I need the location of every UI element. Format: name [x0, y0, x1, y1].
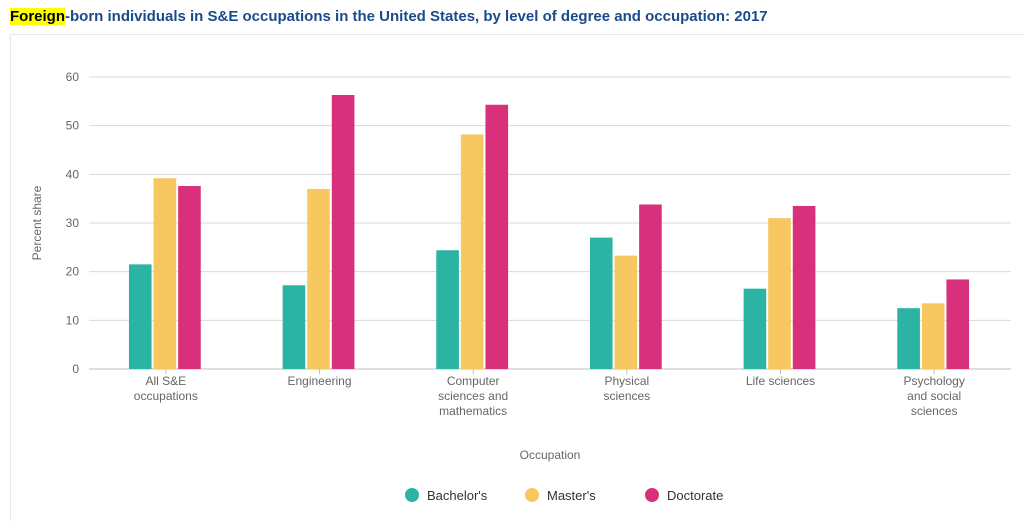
- bar: [922, 303, 945, 369]
- y-tick-label: 20: [66, 265, 80, 279]
- y-axis-label: Percent share: [30, 185, 44, 260]
- title-highlight: Foreign: [10, 8, 65, 25]
- y-tick-label: 0: [72, 362, 79, 376]
- bar: [768, 218, 791, 369]
- y-tick-label: 30: [66, 216, 80, 230]
- y-tick-label: 50: [66, 119, 80, 133]
- bar: [178, 186, 201, 369]
- legend-label: Bachelor's: [427, 488, 488, 503]
- bar: [793, 206, 816, 369]
- category-label: sciences: [911, 404, 958, 418]
- legend-label: Doctorate: [667, 488, 723, 503]
- bar: [744, 289, 767, 369]
- bar: [332, 95, 355, 369]
- x-axis-label: Occupation: [520, 448, 581, 462]
- category-label: Psychology: [903, 374, 964, 388]
- bar: [129, 264, 152, 369]
- legend-dot: [525, 488, 539, 502]
- y-tick-label: 60: [66, 70, 80, 84]
- bar: [485, 105, 508, 369]
- category-label: Physical: [604, 374, 649, 388]
- title-rest: -born individuals in S&E occupations in …: [65, 8, 768, 25]
- bar: [946, 279, 969, 369]
- category-label: Engineering: [287, 374, 351, 388]
- y-tick-label: 40: [66, 167, 80, 181]
- bar: [154, 178, 177, 369]
- legend-dot: [405, 488, 419, 502]
- chart-card: 0 10 20 30 40 50 60 All S&Eoccupations Engineeri…: [10, 34, 1024, 521]
- chart-title: Foreign-born individuals in S&E occupati…: [0, 0, 1024, 32]
- legend-dot: [645, 488, 659, 502]
- bar: [307, 189, 330, 369]
- bar: [461, 134, 484, 369]
- legend-label: Master's: [547, 488, 596, 503]
- category-label: sciences and: [438, 389, 508, 403]
- y-tick-label: 10: [66, 313, 80, 327]
- category-label: All S&E: [145, 374, 186, 388]
- bar: [436, 250, 459, 369]
- bar: [590, 238, 613, 369]
- bar: [897, 308, 920, 369]
- grouped-bar-chart: 0 10 20 30 40 50 60 All S&Eoccupations Engineeri…: [11, 35, 1024, 521]
- category-label: Computer: [447, 374, 500, 388]
- bar: [639, 205, 662, 369]
- bar: [283, 285, 306, 369]
- category-label: Life sciences: [746, 374, 815, 388]
- category-label: occupations: [134, 389, 198, 403]
- bar: [615, 256, 638, 369]
- category-label: mathematics: [439, 404, 507, 418]
- category-label: sciences: [603, 389, 650, 403]
- page-root: Foreign-born individuals in S&E occupati…: [0, 0, 1024, 521]
- category-label: and social: [907, 389, 961, 403]
